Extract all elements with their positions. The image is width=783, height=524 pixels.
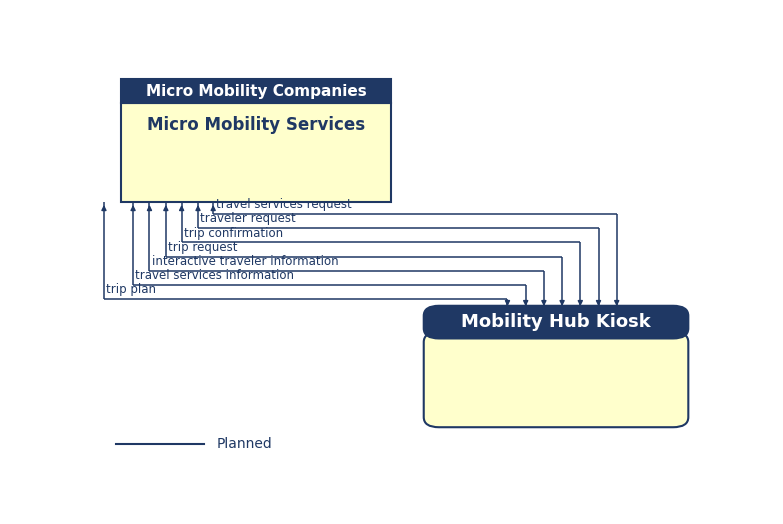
Bar — [121, 79, 391, 103]
Text: trip plan: trip plan — [106, 283, 157, 296]
Text: traveler request: traveler request — [200, 213, 296, 225]
Text: travel services information: travel services information — [135, 269, 294, 282]
FancyBboxPatch shape — [424, 306, 688, 339]
Bar — [430, 323, 682, 335]
Text: Micro Mobility Companies: Micro Mobility Companies — [146, 84, 366, 99]
Text: trip request: trip request — [168, 241, 238, 254]
Text: Micro Mobility Services: Micro Mobility Services — [147, 116, 365, 134]
Text: Planned: Planned — [216, 437, 272, 451]
FancyBboxPatch shape — [424, 332, 688, 427]
Text: trip confirmation: trip confirmation — [184, 226, 283, 239]
Bar — [121, 103, 391, 202]
Text: travel services request: travel services request — [215, 199, 352, 211]
Text: interactive traveler information: interactive traveler information — [152, 255, 338, 268]
Text: Mobility Hub Kiosk: Mobility Hub Kiosk — [461, 313, 651, 331]
